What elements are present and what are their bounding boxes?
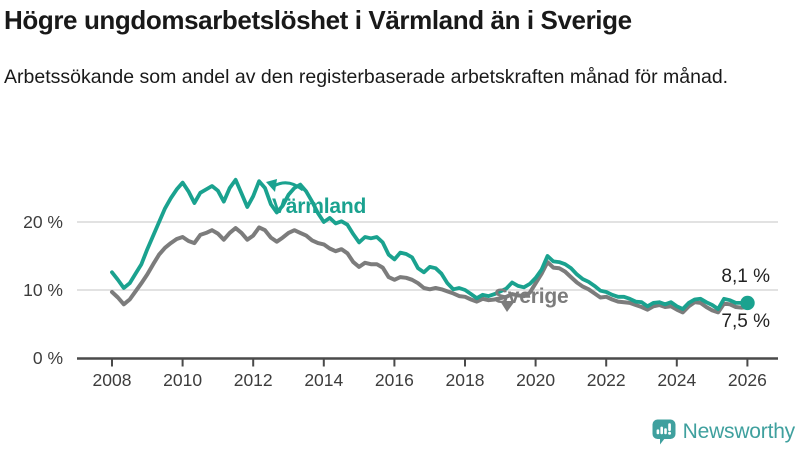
x-tick-label: 2020 <box>516 370 555 390</box>
x-tick-label: 2012 <box>234 370 273 390</box>
series-label-sverige: Sverige <box>494 285 569 308</box>
chart-subtitle: Arbetssökande som andel av den registerb… <box>4 66 729 88</box>
x-tick-label: 2014 <box>304 370 343 390</box>
end-value-varmland: 8,1 % <box>721 266 770 287</box>
series-sverige-line <box>110 225 750 315</box>
bar-icon <box>663 427 667 434</box>
varmland-arrow <box>273 181 304 192</box>
y-tick-label: 20 % <box>23 212 63 232</box>
newsworthy-bubble-icon <box>652 419 676 444</box>
series-label-varmland: Värmland <box>272 195 367 218</box>
x-tick-label: 2022 <box>587 370 626 390</box>
end-value-sverige: 7,5 % <box>721 311 770 332</box>
page-title: Högre ungdomsarbetslöshet i Värmland än … <box>4 5 632 35</box>
x-tick-label: 2024 <box>657 370 696 390</box>
y-tick-label: 0 % <box>33 348 63 368</box>
newsworthy-logo: Newsworthy <box>652 418 795 446</box>
y-tick-label: 10 % <box>23 280 63 300</box>
exclamation-icon <box>667 422 671 431</box>
series-varmland-end-dot <box>740 295 755 311</box>
x-tick-label: 2008 <box>93 370 132 390</box>
x-tick-label: 2018 <box>446 370 485 390</box>
sverige-arrowhead <box>500 301 515 312</box>
varmland-arrowhead <box>266 179 277 192</box>
x-tick-label: 2016 <box>375 370 414 390</box>
brand-name: Newsworthy <box>682 420 796 443</box>
bar-icon <box>656 428 659 434</box>
series-varmland-line <box>110 177 750 311</box>
bar-icon <box>660 426 663 434</box>
x-tick-label: 2026 <box>728 370 767 390</box>
x-tick-label: 2010 <box>163 370 202 390</box>
